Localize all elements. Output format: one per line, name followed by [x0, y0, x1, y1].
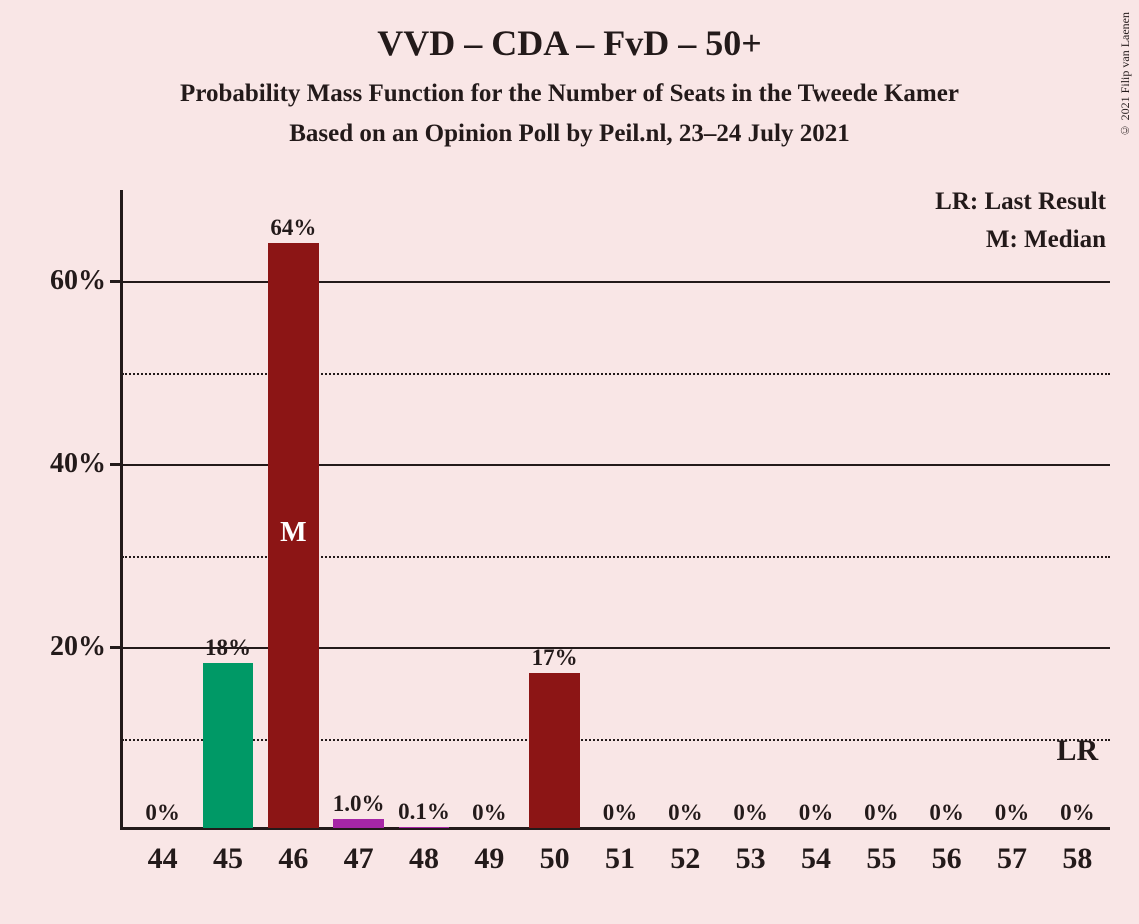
chart-subtitle-2: Based on an Opinion Poll by Peil.nl, 23–… — [0, 120, 1139, 148]
x-tick-label: 51 — [605, 842, 635, 876]
x-tick-label: 57 — [997, 842, 1027, 876]
bar — [399, 827, 450, 828]
x-tick-label: 50 — [540, 842, 570, 876]
x-tick-label: 56 — [932, 842, 962, 876]
bar-value-label: 17% — [532, 645, 578, 671]
bar-value-label: 1.0% — [333, 791, 385, 817]
bar-slot: 0.1% — [399, 829, 450, 830]
y-tick-label: 60% — [50, 265, 106, 297]
bar-slot: 17% — [529, 675, 580, 830]
bar-value-label: 0% — [799, 800, 834, 826]
bar-value-label: 0.1% — [398, 799, 450, 825]
y-tick-mark — [110, 463, 120, 466]
plot-area: LR: Last Result M: Median 20%40%60%44454… — [120, 190, 1110, 830]
bar-value-label: 0% — [1060, 800, 1095, 826]
bar-value-label: 0% — [472, 800, 507, 826]
bar-value-label: 18% — [205, 635, 251, 661]
bar-value-label: 0% — [733, 800, 768, 826]
x-tick-label: 49 — [474, 842, 504, 876]
x-tick-label: 45 — [213, 842, 243, 876]
bar-value-label: 0% — [603, 800, 638, 826]
y-tick-mark — [110, 280, 120, 283]
bar-value-label: 0% — [864, 800, 899, 826]
x-tick-label: 58 — [1062, 842, 1092, 876]
copyright-text: © 2021 Filip van Laenen — [1118, 12, 1133, 137]
bar-slot: 18% — [203, 665, 254, 830]
x-tick-label: 55 — [866, 842, 896, 876]
bar-value-label: 0% — [995, 800, 1030, 826]
chart-title: VVD – CDA – FvD – 50+ — [0, 22, 1139, 64]
median-marker: M — [280, 517, 306, 549]
bar-value-label: 64% — [270, 215, 316, 241]
x-tick-label: 52 — [670, 842, 700, 876]
y-axis — [120, 190, 123, 830]
x-tick-label: 53 — [736, 842, 766, 876]
x-tick-label: 48 — [409, 842, 439, 876]
chart-subtitle-1: Probability Mass Function for the Number… — [0, 80, 1139, 108]
x-tick-label: 54 — [801, 842, 831, 876]
x-tick-label: 44 — [148, 842, 178, 876]
bar-value-label: 0% — [929, 800, 964, 826]
y-tick-label: 20% — [50, 631, 106, 663]
x-tick-label: 46 — [278, 842, 308, 876]
legend-m: M: Median — [986, 226, 1106, 254]
y-tick-label: 40% — [50, 448, 106, 480]
chart-container: VVD – CDA – FvD – 50+ Probability Mass F… — [0, 0, 1139, 924]
bar — [529, 673, 580, 828]
y-tick-mark — [110, 646, 120, 649]
bar-slot: 1.0% — [333, 821, 384, 830]
bar-slot: 64%M — [268, 245, 319, 830]
last-result-marker: LR — [1056, 734, 1098, 768]
bar-value-label: 0% — [145, 800, 180, 826]
bar-value-label: 0% — [668, 800, 703, 826]
bar — [333, 819, 384, 828]
x-tick-label: 47 — [344, 842, 374, 876]
legend-lr: LR: Last Result — [935, 188, 1106, 216]
bar — [203, 663, 254, 828]
